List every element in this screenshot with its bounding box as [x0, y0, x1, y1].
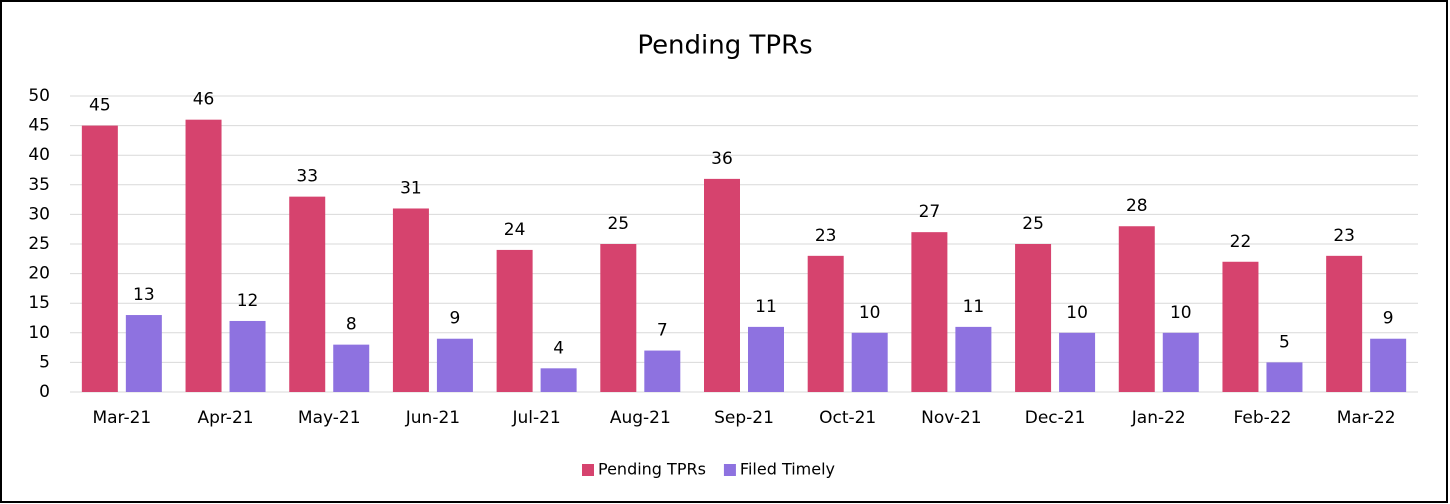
y-tick-label: 35: [28, 175, 50, 195]
data-label: 28: [1126, 196, 1148, 216]
data-label: 33: [296, 167, 318, 187]
data-label: 4: [553, 338, 564, 358]
legend-swatch: [723, 464, 736, 476]
bar: [851, 332, 888, 392]
bar: [125, 315, 162, 392]
bar: [955, 326, 992, 392]
y-tick-label: 5: [39, 352, 50, 372]
x-tick-label: Jun-21: [405, 408, 460, 428]
data-label: 22: [1230, 232, 1252, 252]
chart-title: Pending TPRs: [637, 31, 812, 61]
bar: [644, 350, 681, 392]
y-tick-label: 40: [28, 145, 50, 165]
bar: [1059, 332, 1096, 392]
data-label: 27: [919, 202, 941, 222]
data-label: 11: [755, 297, 777, 317]
y-tick-label: 30: [28, 204, 50, 224]
data-label: 23: [1333, 226, 1355, 246]
y-tick-label: 45: [28, 116, 50, 136]
data-label: 9: [450, 309, 461, 329]
legend-label: Pending TPRs: [598, 460, 706, 479]
bar: [81, 125, 118, 392]
data-label: 31: [400, 178, 422, 198]
y-tick-label: 25: [28, 234, 50, 254]
x-tick-label: Dec-21: [1025, 408, 1086, 428]
x-tick-label: May-21: [298, 408, 361, 428]
bar: [496, 249, 533, 392]
x-tick-label: Feb-22: [1234, 408, 1292, 428]
data-label: 46: [193, 90, 215, 110]
x-tick-label: Aug-21: [610, 408, 671, 428]
bar: [1370, 338, 1407, 392]
bar: [911, 232, 948, 392]
x-tick-label: Sep-21: [714, 408, 774, 428]
data-label: 23: [815, 226, 837, 246]
legend-swatch: [582, 464, 594, 476]
data-label: 10: [859, 303, 881, 323]
data-label: 7: [657, 321, 668, 341]
bar: [540, 368, 577, 392]
x-tick-label: Jul-21: [511, 408, 560, 428]
x-tick-label: Nov-21: [921, 408, 982, 428]
bar: [333, 344, 370, 392]
y-tick-label: 15: [28, 293, 50, 313]
data-label: 10: [1170, 303, 1192, 323]
bar: [1118, 226, 1155, 392]
x-tick-label: Mar-22: [1337, 408, 1396, 428]
data-label: 5: [1279, 332, 1290, 352]
data-label: 13: [133, 285, 155, 305]
x-tick-label: Jan-22: [1131, 408, 1186, 428]
data-label: 36: [711, 149, 733, 169]
bar: [1222, 261, 1259, 392]
bar: [807, 255, 844, 392]
y-tick-label: 20: [28, 264, 50, 284]
bar: [704, 178, 740, 392]
data-label: 25: [1022, 214, 1044, 234]
y-tick-label: 10: [28, 323, 50, 343]
bar: [1326, 255, 1363, 392]
bar: [229, 320, 266, 392]
y-tick-label: 0: [39, 382, 50, 402]
bar: [1015, 244, 1052, 392]
bar: [185, 119, 222, 393]
bar: [392, 208, 429, 392]
y-tick-label: 50: [28, 86, 50, 106]
bar: [600, 244, 637, 392]
data-label: 24: [504, 220, 526, 240]
bar: [1162, 332, 1199, 392]
bar: [748, 326, 784, 392]
data-label: 12: [237, 291, 259, 311]
bar: [289, 196, 326, 392]
data-label: 9: [1383, 309, 1394, 329]
legend-label: Filed Timely: [740, 460, 835, 479]
data-label: 8: [346, 315, 357, 335]
x-tick-label: Mar-21: [92, 408, 151, 428]
x-tick-label: Oct-21: [819, 408, 876, 428]
data-label: 11: [963, 297, 985, 317]
data-label: 45: [89, 96, 111, 116]
data-label: 10: [1066, 303, 1088, 323]
x-tick-label: Apr-21: [197, 408, 253, 428]
bar: [1266, 362, 1303, 392]
bar: [436, 338, 473, 392]
data-label: 25: [607, 214, 629, 234]
